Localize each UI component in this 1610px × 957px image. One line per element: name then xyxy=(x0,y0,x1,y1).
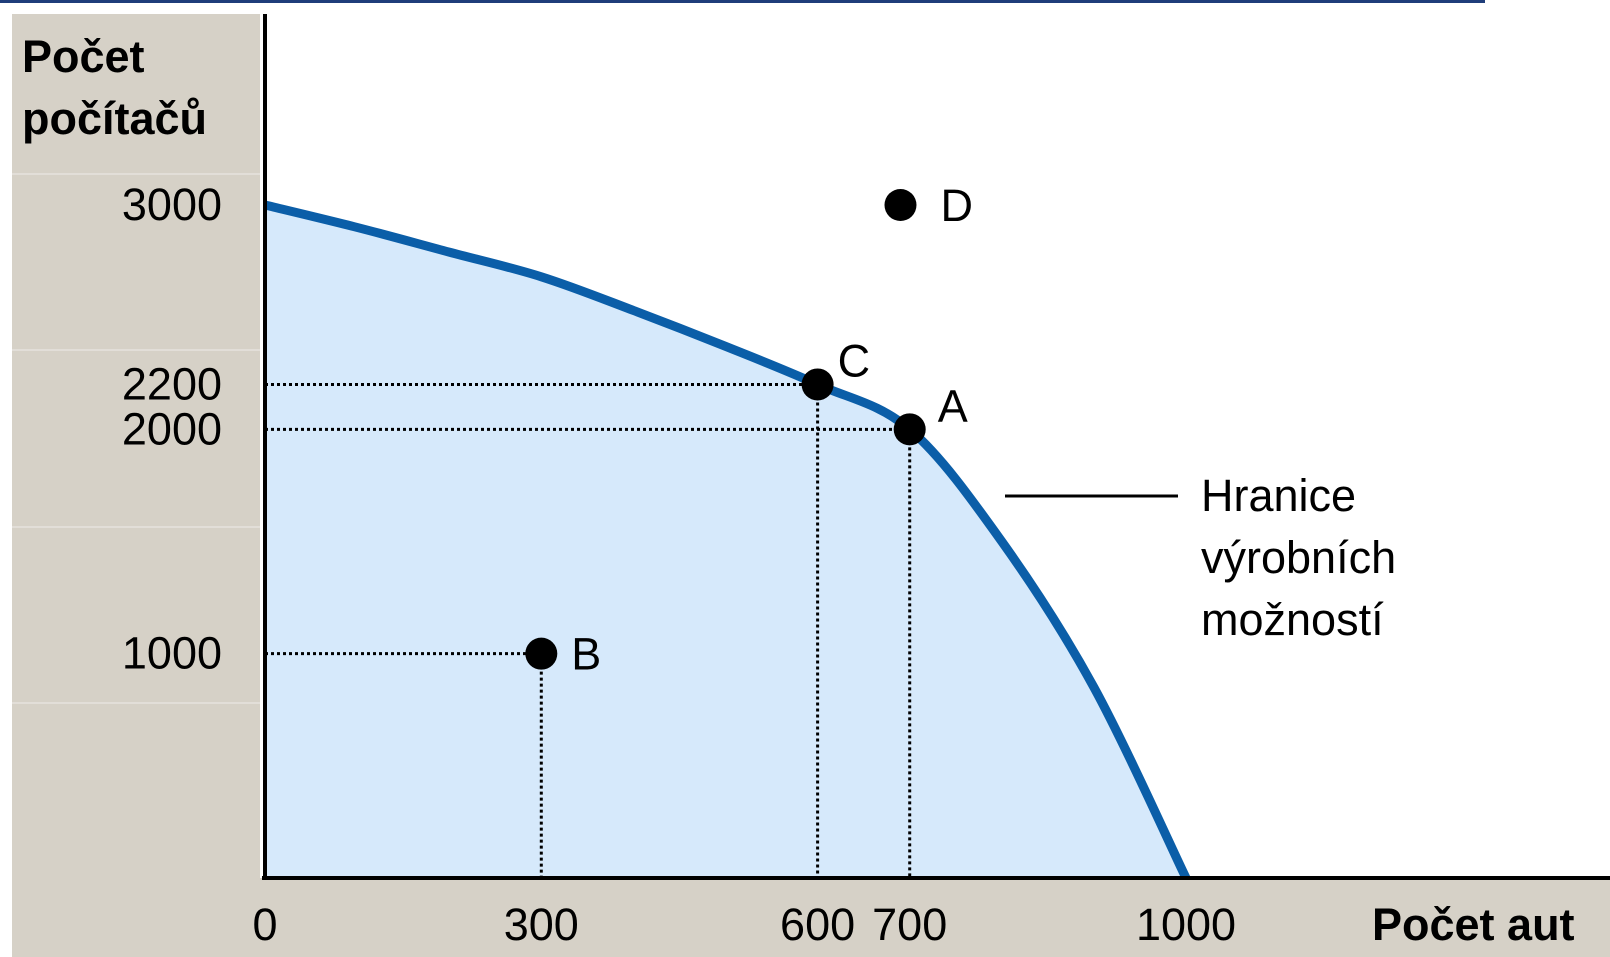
points: A B C D xyxy=(525,180,973,680)
guide-lines xyxy=(265,382,912,878)
y-tick-label: 3000 xyxy=(122,179,222,230)
y-tick-label: 2000 xyxy=(122,403,222,454)
point-d xyxy=(884,189,917,221)
ppf-fill-area xyxy=(265,205,1186,878)
annotation-label-line: možností xyxy=(1201,594,1384,645)
y-axis-band xyxy=(12,14,260,957)
y-axis-label-line: počítačů xyxy=(22,93,207,144)
x-axis-band xyxy=(12,878,1610,957)
ppf-curve xyxy=(263,200,1191,880)
top-rule xyxy=(0,0,1485,3)
annotation-label-line: výrobních xyxy=(1201,532,1396,583)
x-axis-label: Počet aut xyxy=(1372,899,1575,950)
y-axis-label-line: Počet xyxy=(22,31,145,82)
x-tick-label: 600 xyxy=(780,899,855,950)
annotation-label-line: Hranice xyxy=(1201,470,1356,521)
x-tick-label: 700 xyxy=(872,899,947,950)
annotation-label: Hranice výrobních možností xyxy=(1201,470,1396,645)
x-tick-label: 0 xyxy=(252,899,277,950)
point-a xyxy=(893,413,926,446)
point-b xyxy=(525,637,558,670)
point-label-c: C xyxy=(838,335,871,386)
point-label-a: A xyxy=(938,380,968,431)
point-label-d: D xyxy=(940,180,973,231)
point-label-b: B xyxy=(571,629,601,680)
y-tick-label: 1000 xyxy=(122,628,222,679)
x-tick-label: 1000 xyxy=(1136,899,1236,950)
y-tick-label: 2200 xyxy=(122,358,222,409)
x-tick-labels: 0 300 600 700 1000 xyxy=(252,899,1236,950)
x-tick-label: 300 xyxy=(504,899,579,950)
point-c xyxy=(801,368,834,401)
y-axis-label: Počet počítačů xyxy=(22,31,207,144)
